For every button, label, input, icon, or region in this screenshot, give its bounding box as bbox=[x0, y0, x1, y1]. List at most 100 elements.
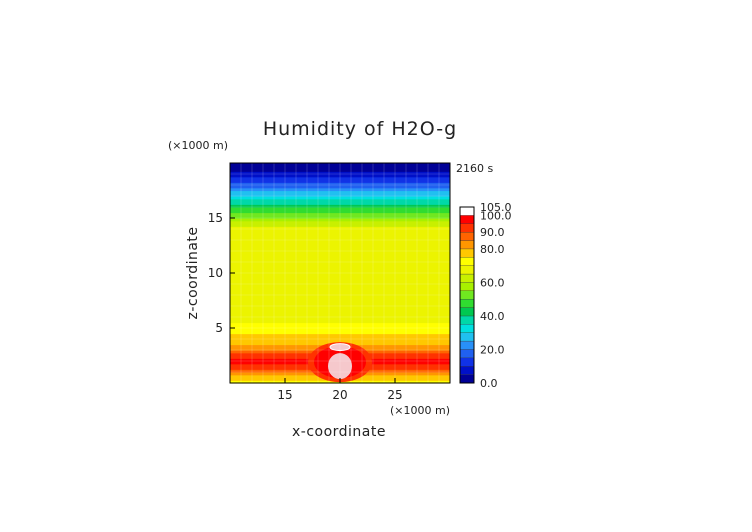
x-tick-label: 20 bbox=[332, 388, 347, 402]
field-band bbox=[230, 245, 450, 249]
y-axis-label: z-coordinate bbox=[185, 226, 201, 319]
x-tick-label: 25 bbox=[387, 388, 402, 402]
colorbar-label: 40.0 bbox=[480, 310, 505, 323]
field-band bbox=[230, 295, 450, 299]
field-band bbox=[230, 165, 450, 170]
x-unit-label: (×1000 m) bbox=[390, 404, 450, 417]
field-band bbox=[230, 314, 450, 318]
field-band bbox=[230, 330, 450, 335]
field-band bbox=[230, 322, 450, 326]
field-band bbox=[230, 240, 450, 244]
field-band bbox=[230, 193, 450, 197]
field-band bbox=[230, 187, 450, 192]
colorbar-label: 105.0 bbox=[480, 201, 512, 214]
colorbar-band bbox=[459, 299, 475, 308]
x-tick-label: 15 bbox=[277, 388, 292, 402]
field-band bbox=[230, 171, 450, 175]
colorbar-label: 60.0 bbox=[480, 276, 505, 289]
cloud-core-saturated bbox=[328, 353, 352, 380]
colorbar-band bbox=[459, 315, 475, 325]
y-tick-label: 10 bbox=[208, 266, 223, 280]
x-axis-ticks: 15 20 25 bbox=[277, 378, 403, 402]
field-band bbox=[230, 220, 450, 225]
field-band bbox=[230, 273, 450, 277]
colorbar-label: 90.0 bbox=[480, 226, 505, 239]
colorbar-label: 80.0 bbox=[480, 243, 505, 256]
colorbar-band bbox=[459, 223, 475, 233]
field-band bbox=[230, 297, 450, 302]
field-band bbox=[230, 311, 450, 315]
field-band bbox=[230, 262, 450, 266]
field-band bbox=[230, 267, 450, 271]
field-band bbox=[230, 275, 450, 280]
colorbar-band bbox=[459, 240, 475, 250]
colorbar-frame bbox=[459, 206, 475, 384]
field-band bbox=[230, 207, 450, 211]
colorbar-band bbox=[459, 340, 475, 350]
colorbar-band bbox=[459, 307, 475, 317]
field-band bbox=[230, 229, 450, 233]
field-band bbox=[230, 319, 450, 324]
field-band bbox=[230, 209, 450, 214]
field-band bbox=[230, 303, 450, 307]
colorbar-band bbox=[459, 374, 475, 384]
field-band bbox=[230, 237, 450, 241]
colorbar-band bbox=[459, 282, 475, 291]
field-band bbox=[230, 270, 450, 274]
field-band bbox=[230, 248, 450, 252]
colorbar-label: 0.0 bbox=[480, 377, 498, 390]
chart-title: Humidity of H2O-g bbox=[263, 118, 457, 140]
cloud-top-saturated bbox=[329, 343, 351, 352]
colorbar-band bbox=[459, 215, 475, 224]
field-band bbox=[230, 281, 450, 285]
colorbar-band bbox=[459, 332, 475, 342]
y-tick-label: 15 bbox=[208, 211, 223, 225]
field-band bbox=[230, 286, 450, 291]
field-band bbox=[230, 278, 450, 282]
colorbar-band bbox=[459, 357, 475, 367]
field-band bbox=[230, 174, 450, 178]
colorbar-band bbox=[459, 366, 475, 375]
colorbar-band bbox=[459, 206, 475, 216]
humidity-field bbox=[230, 163, 450, 384]
field-band bbox=[230, 317, 450, 321]
field-band bbox=[230, 242, 450, 247]
field-band bbox=[230, 264, 450, 269]
field-band bbox=[230, 333, 450, 337]
plot-area bbox=[229, 162, 451, 384]
field-band bbox=[230, 168, 450, 172]
field-band bbox=[230, 308, 450, 313]
field-band bbox=[230, 218, 450, 222]
colorbar-band bbox=[459, 290, 475, 300]
field-band bbox=[230, 256, 450, 260]
colorbar-band bbox=[459, 273, 475, 283]
y-axis-ticks: 5 10 15 bbox=[208, 211, 235, 335]
field-band bbox=[230, 300, 450, 304]
field-band bbox=[230, 163, 450, 167]
field-band bbox=[230, 176, 450, 181]
cloud-core bbox=[308, 342, 372, 383]
field-band bbox=[230, 306, 450, 310]
field-band bbox=[230, 185, 450, 189]
field-band bbox=[230, 215, 450, 219]
field-band bbox=[230, 212, 450, 216]
x-axis-label: x-coordinate bbox=[292, 424, 386, 440]
field-band bbox=[230, 284, 450, 288]
time-label: 2160 s bbox=[456, 162, 493, 175]
field-band bbox=[230, 196, 450, 200]
y-unit-label: (×1000 m) bbox=[168, 139, 228, 152]
field-band bbox=[230, 223, 450, 227]
colorbar-band bbox=[459, 231, 475, 241]
colorbar-label: 100.0 bbox=[480, 209, 512, 222]
field-band bbox=[230, 328, 450, 332]
field-band bbox=[230, 339, 450, 343]
colorbar-band bbox=[459, 257, 475, 266]
field-band bbox=[230, 231, 450, 236]
colorbar-band bbox=[459, 324, 475, 333]
field-band bbox=[230, 292, 450, 296]
colorbar-band bbox=[459, 265, 475, 275]
colorbar-band bbox=[459, 248, 475, 258]
grid-lines bbox=[230, 163, 450, 383]
